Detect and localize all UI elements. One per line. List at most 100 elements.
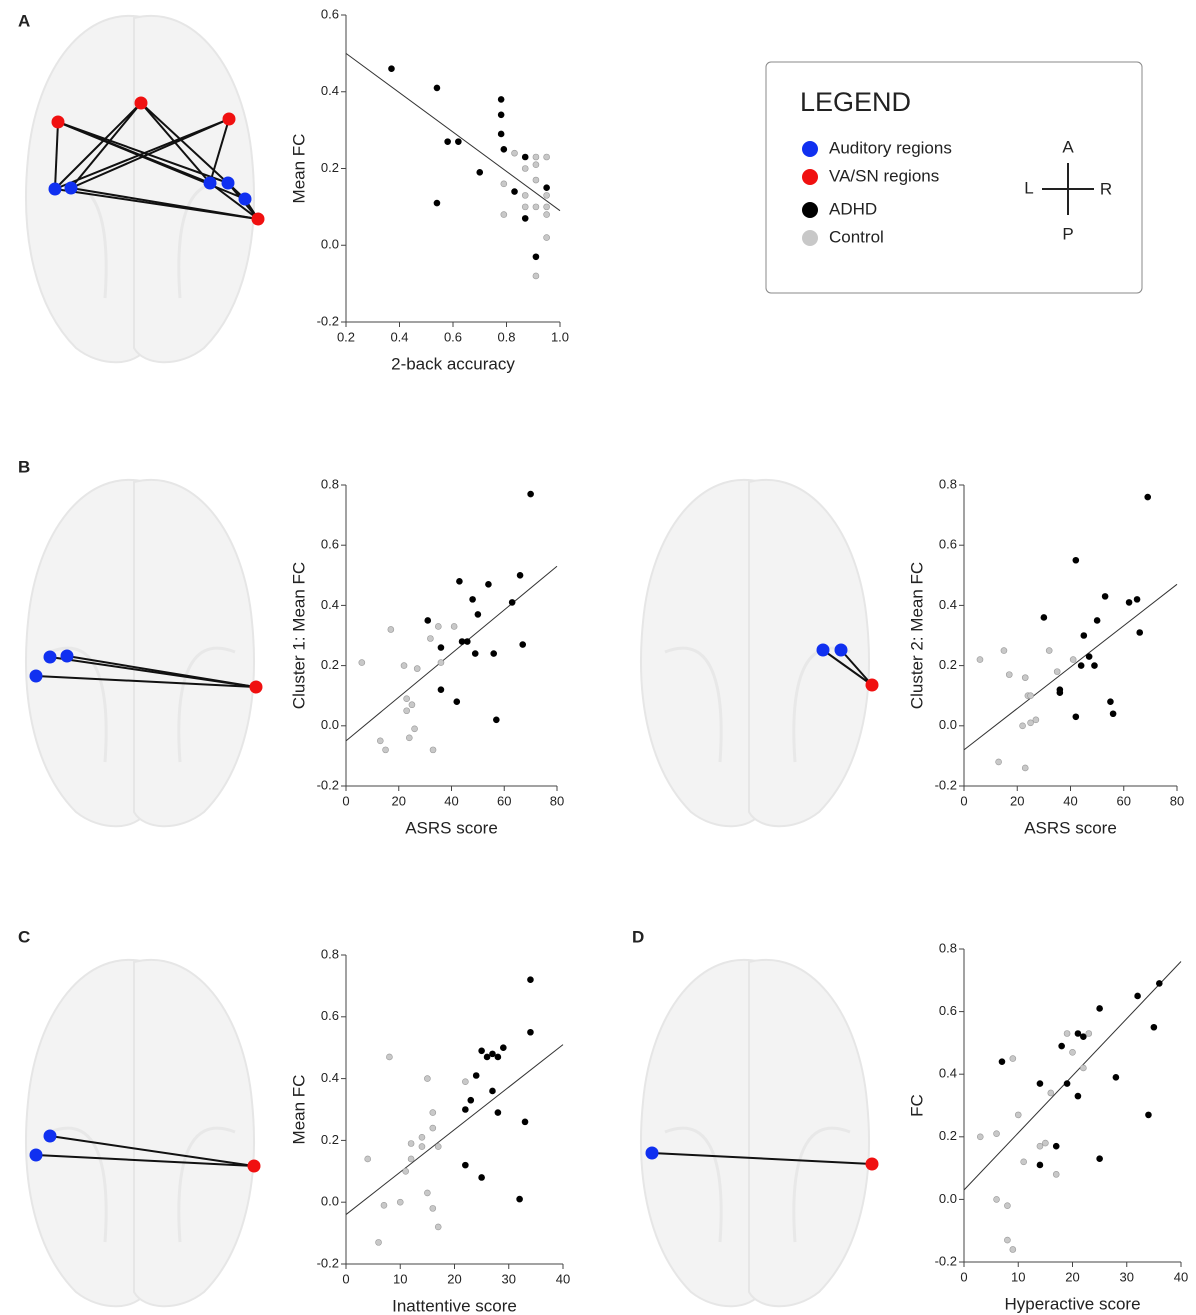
brain-structure — [664, 1126, 723, 1243]
data-point — [1042, 1139, 1049, 1147]
x-tick-label: 0.6 — [444, 329, 462, 344]
data-point — [469, 596, 476, 603]
data-point — [1125, 599, 1133, 606]
brain-node — [238, 192, 252, 206]
y-tick-label: -0.2 — [317, 777, 339, 792]
data-point — [1136, 629, 1144, 636]
data-point — [437, 686, 445, 693]
data-point — [1040, 614, 1048, 621]
data-point — [1032, 716, 1040, 724]
data-point — [500, 211, 508, 218]
data-point — [427, 635, 434, 642]
data-point — [500, 1044, 507, 1051]
panel-label: D — [632, 927, 644, 946]
x-tick-label: 0 — [342, 1271, 349, 1286]
connection — [70, 187, 259, 220]
brain-node — [64, 181, 78, 195]
data-point — [424, 1189, 431, 1197]
y-axis-title: FC — [907, 1094, 926, 1117]
data-point — [1144, 493, 1152, 501]
data-point — [1074, 1030, 1082, 1037]
brain-node — [251, 212, 265, 226]
y-tick-label: 0.2 — [939, 657, 957, 672]
brain-structure — [49, 646, 108, 763]
x-tick-label: 40 — [1174, 1269, 1188, 1284]
data-point — [998, 1058, 1006, 1065]
data-point — [478, 1174, 485, 1181]
data-point — [532, 161, 540, 168]
data-point — [1072, 713, 1080, 721]
y-tick-label: 0.6 — [939, 537, 957, 552]
data-point — [1063, 1030, 1071, 1037]
y-tick-label: 0.0 — [939, 1191, 957, 1206]
fit-line — [345, 1044, 564, 1215]
data-point — [462, 1106, 469, 1113]
data-point — [1052, 1171, 1060, 1178]
data-point — [516, 571, 524, 579]
data-point — [1072, 556, 1080, 564]
y-axis-title: Mean FC — [289, 1075, 308, 1145]
data-point — [1063, 1080, 1071, 1087]
connection — [209, 182, 259, 220]
panel-label: C — [18, 927, 30, 946]
data-point — [1047, 1089, 1055, 1097]
data-point — [1156, 980, 1163, 987]
x-tick-label: 10 — [393, 1271, 407, 1286]
data-point — [403, 695, 410, 703]
brain-node — [247, 1159, 261, 1173]
y-tick-label: 0.4 — [321, 83, 339, 98]
brain-node — [60, 649, 74, 663]
data-point — [516, 1195, 523, 1203]
data-point — [455, 138, 462, 145]
data-point — [494, 1109, 502, 1116]
connection — [209, 118, 230, 184]
x-tick-label: 0 — [960, 793, 967, 808]
fit-line — [963, 583, 1178, 751]
data-point — [527, 490, 534, 498]
y-tick-label: -0.2 — [317, 1255, 339, 1270]
data-point — [1058, 1042, 1065, 1050]
data-point — [444, 138, 451, 145]
data-point — [1133, 596, 1141, 603]
data-point — [521, 153, 529, 161]
brain-structure — [664, 646, 723, 763]
data-point — [375, 1239, 382, 1246]
data-point — [511, 188, 518, 195]
data-point — [388, 65, 395, 73]
data-point — [382, 746, 389, 754]
x-tick-label: 40 — [1063, 793, 1077, 808]
brain-hemisphere — [748, 479, 870, 828]
x-tick-label: 30 — [502, 1271, 516, 1286]
data-point — [424, 617, 432, 624]
data-point — [1036, 1142, 1044, 1150]
data-point — [387, 626, 395, 633]
data-point — [490, 650, 498, 657]
data-point — [1134, 992, 1141, 1000]
data-point — [418, 1134, 426, 1141]
y-tick-label: 0.0 — [321, 1194, 339, 1209]
data-point — [497, 111, 505, 119]
brain-node — [43, 1129, 57, 1143]
data-point — [450, 623, 458, 630]
connection — [49, 1135, 255, 1167]
data-point — [1027, 692, 1034, 700]
data-point — [413, 665, 421, 672]
connection — [140, 102, 211, 184]
data-point — [364, 1155, 372, 1163]
x-tick-label: 0.4 — [390, 329, 408, 344]
data-point — [456, 578, 463, 585]
legend-label: Control — [829, 227, 884, 246]
data-point — [1027, 719, 1034, 727]
data-point — [532, 176, 540, 184]
legend-label: VA/SN regions — [829, 166, 939, 185]
x-tick-label: 0 — [342, 793, 349, 808]
data-point — [497, 96, 505, 103]
y-tick-label: 0.0 — [939, 717, 957, 732]
data-point — [1080, 1064, 1087, 1072]
connection — [840, 649, 873, 686]
y-tick-label: 0.6 — [321, 1008, 339, 1023]
data-point — [1052, 1142, 1060, 1150]
data-point — [464, 638, 471, 645]
brain-node — [43, 650, 57, 664]
x-tick-label: 60 — [497, 793, 511, 808]
